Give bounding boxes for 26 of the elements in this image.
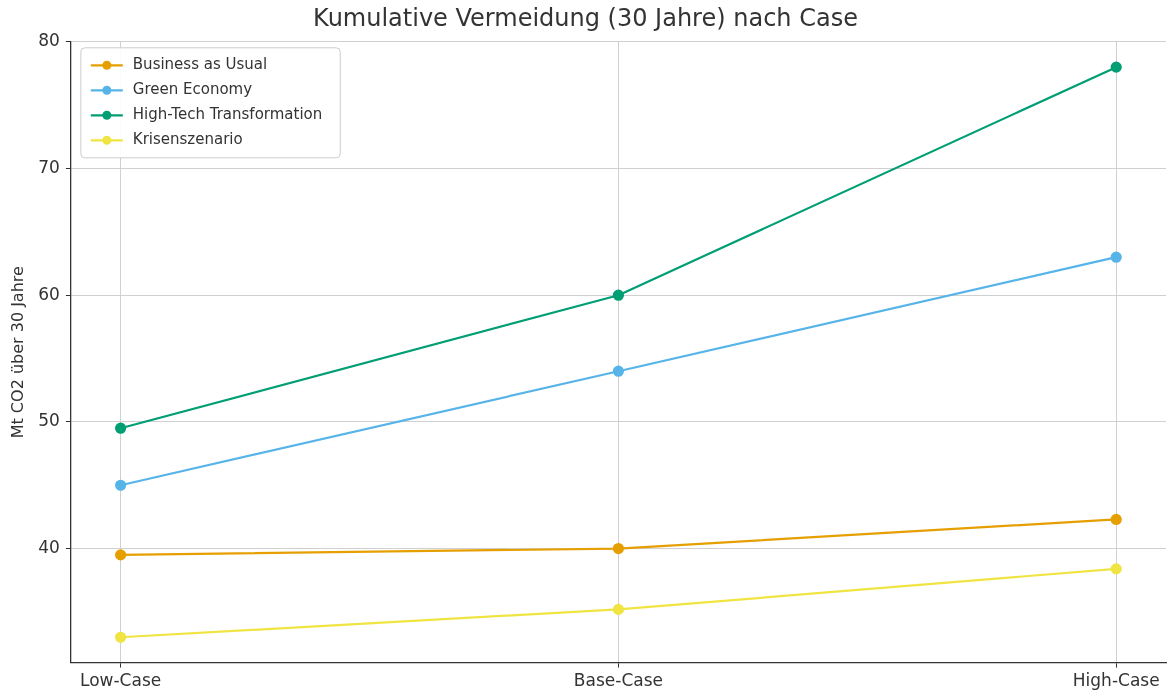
y-tick-label: 40	[38, 537, 60, 557]
y-tick-label: 50	[38, 410, 60, 431]
x-tick-label: Base-Case	[573, 670, 663, 691]
point	[612, 289, 625, 301]
point	[612, 542, 625, 555]
x-tick-label: High-Case	[1072, 670, 1160, 691]
y-tick-label: 70	[38, 156, 60, 177]
point	[612, 603, 625, 615]
legend-label: Business as Usual	[132, 55, 268, 74]
point	[1110, 251, 1122, 263]
point	[612, 365, 625, 377]
legend-label: Green Economy	[132, 80, 253, 99]
point	[115, 422, 127, 434]
y-tick-label: 60	[38, 283, 60, 304]
chart-title: Kumulative Vermeidung (30 Jahre) nach Case	[313, 3, 858, 32]
point	[115, 479, 127, 491]
y-axis-title: Mt CO2 über 30 Jahre	[7, 266, 27, 439]
point	[115, 549, 127, 561]
point	[1110, 513, 1122, 526]
point	[115, 631, 127, 643]
y-tick-label: 80	[38, 30, 60, 51]
legend-label: High-Tech Transformation	[132, 105, 323, 124]
legend-label: Krisenszenario	[132, 130, 243, 149]
point	[1110, 61, 1122, 73]
x-tick-label: Low-Case	[80, 670, 162, 691]
point	[1110, 563, 1122, 575]
